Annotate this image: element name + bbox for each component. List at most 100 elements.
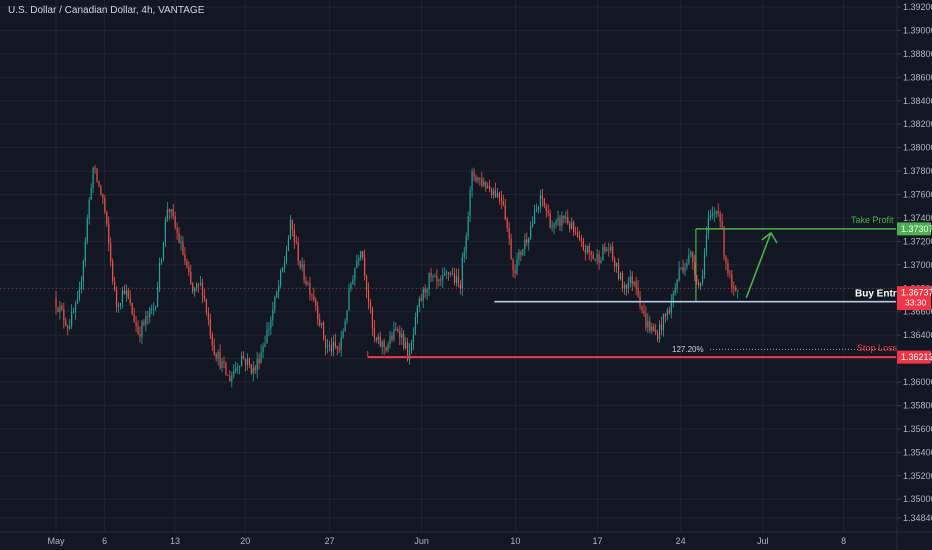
candle-down xyxy=(94,165,96,174)
candle-body xyxy=(692,252,694,263)
candle-up xyxy=(647,312,649,333)
candle-down xyxy=(403,330,405,351)
candle-body xyxy=(614,258,616,267)
candle-down xyxy=(115,286,118,313)
candle-body xyxy=(608,248,610,250)
candle-body xyxy=(299,261,301,268)
candle-body xyxy=(57,307,59,313)
candle-body xyxy=(289,219,291,239)
candle-body xyxy=(580,238,583,242)
candle-up xyxy=(76,290,79,304)
candle-body xyxy=(492,190,495,196)
candle-body xyxy=(617,262,620,279)
candle-body xyxy=(260,351,262,364)
candle-body xyxy=(485,181,487,189)
candle-body xyxy=(723,227,725,257)
candle-body xyxy=(217,352,219,359)
candle-body xyxy=(88,199,90,219)
price-tick-label: 1.39000 xyxy=(903,25,932,35)
candle-up xyxy=(74,300,77,320)
candle-up xyxy=(405,336,407,350)
candle-down xyxy=(174,211,176,230)
candle-down xyxy=(451,267,454,276)
candle-up xyxy=(246,353,249,371)
candle-down xyxy=(545,203,547,218)
chart-title: U.S. Dollar / Canadian Dollar, 4h, VANTA… xyxy=(8,5,205,16)
candle-up xyxy=(233,364,235,379)
candle-down xyxy=(334,333,336,350)
candle-body xyxy=(657,333,659,340)
candle-body xyxy=(239,365,241,368)
candle-up xyxy=(281,266,284,273)
candle-body xyxy=(596,254,598,260)
candle-body xyxy=(410,342,413,351)
candle-down xyxy=(725,255,727,271)
time-tick-label: 24 xyxy=(676,536,686,546)
candle-body xyxy=(137,326,139,334)
candle-down xyxy=(186,258,188,269)
candle-body xyxy=(518,251,520,260)
candle-up xyxy=(455,268,458,288)
candle-down xyxy=(207,307,209,326)
candle-body xyxy=(688,255,690,264)
candle-body xyxy=(453,273,456,283)
candle-body xyxy=(658,324,661,340)
candle-body xyxy=(209,319,211,336)
price-tick-label: 1.34840 xyxy=(903,513,932,523)
candle-body xyxy=(664,313,667,317)
candle-up xyxy=(662,313,665,337)
price-tick-label: 1.39200 xyxy=(903,2,932,12)
candle-up xyxy=(686,258,688,270)
candle-body xyxy=(155,306,157,309)
candle-up xyxy=(469,186,471,223)
candle-up xyxy=(586,245,588,255)
time-tick-label: 6 xyxy=(102,536,107,546)
candle-up xyxy=(737,289,739,299)
candle-body xyxy=(584,249,586,253)
candle-body xyxy=(350,283,352,289)
candle-body xyxy=(342,331,344,338)
candle-body xyxy=(592,254,594,259)
candle-up xyxy=(676,278,678,294)
candle-down xyxy=(367,282,370,310)
candle-down xyxy=(436,269,438,289)
candle-down xyxy=(698,279,700,289)
candle-down xyxy=(336,345,338,356)
time-axis[interactable]: May 6 13 20 27 Jun 10 17 24 Jul 8 xyxy=(0,531,932,546)
candle-down xyxy=(319,313,321,328)
price-axis[interactable]: 1.39200 1.39000 1.38800 1.38600 1.38400 1.382… xyxy=(896,0,932,550)
candle-body xyxy=(121,290,124,304)
candle-down xyxy=(641,305,643,314)
candle-body xyxy=(383,341,385,348)
candle-body xyxy=(156,287,159,307)
candle-up xyxy=(141,319,143,345)
candle-down xyxy=(489,179,491,193)
candle-body xyxy=(242,355,245,359)
candle-body xyxy=(71,311,73,327)
candle-up xyxy=(408,343,411,365)
candle-up xyxy=(354,267,356,286)
candle-body xyxy=(498,192,501,198)
candle-body xyxy=(696,275,698,283)
candle-up xyxy=(307,281,309,287)
candle-up xyxy=(483,177,485,187)
candle-body xyxy=(666,309,668,317)
candle-body xyxy=(248,359,250,365)
candle-down xyxy=(315,297,317,311)
candle-up xyxy=(522,248,524,257)
candle-body xyxy=(582,241,584,250)
candle-body xyxy=(678,268,680,281)
candle-body xyxy=(285,250,288,262)
candle-up xyxy=(561,211,563,232)
candle-up xyxy=(410,339,413,355)
candle-body xyxy=(574,232,577,234)
candle-up xyxy=(348,283,350,312)
candle-down xyxy=(547,204,549,217)
candle-body xyxy=(78,288,81,299)
candle-up xyxy=(516,252,518,276)
candle-down xyxy=(594,258,596,262)
candle-up xyxy=(78,281,81,302)
candle-body xyxy=(487,186,489,189)
price-tick-label: 1.36000 xyxy=(903,377,932,387)
